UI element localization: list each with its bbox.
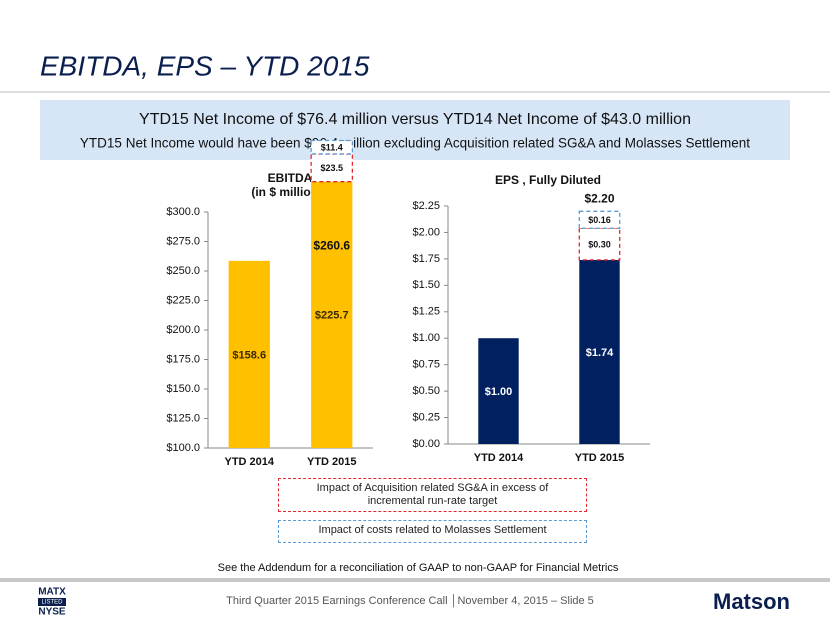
chart-title: EPS , Fully Diluted	[495, 173, 601, 187]
logo-band	[38, 598, 66, 606]
x-tick-label: YTD 2014	[224, 456, 274, 468]
value-label: $11.4	[321, 143, 343, 153]
y-tick-label: $150.0	[166, 383, 200, 395]
logo-brand: Matson	[713, 589, 790, 614]
y-tick-label: $0.75	[412, 359, 440, 371]
y-tick-label: $300.0	[166, 206, 200, 218]
bar	[228, 260, 270, 448]
y-tick-label: $1.50	[412, 279, 440, 291]
logo-ticker: MATX	[38, 587, 66, 598]
y-tick-label: $1.25	[412, 306, 440, 318]
slide-title: EBITDA, EPS – YTD 2015	[40, 50, 370, 81]
value-label: $225.7	[315, 310, 349, 322]
legend-entry: Impact of Acquisition related SG&A in ex…	[278, 478, 587, 512]
y-tick-label: $0.50	[412, 385, 440, 397]
value-label: $158.6	[232, 349, 266, 361]
y-tick-label: $225.0	[166, 294, 200, 306]
x-tick-label: YTD 2015	[575, 452, 625, 464]
y-tick-label: $2.25	[412, 200, 440, 212]
value-label: $1.74	[586, 347, 614, 359]
footer-rule	[0, 578, 830, 582]
chart-subtitle: (in $ millions)	[251, 185, 328, 199]
chart-title: EBITDA	[268, 171, 313, 185]
total-label: $260.6	[313, 239, 350, 253]
value-label: $23.5	[320, 163, 343, 173]
y-tick-label: $100.0	[166, 442, 200, 454]
y-tick-label: $175.0	[166, 353, 200, 365]
bar-segment	[310, 153, 354, 183]
logo-exchange: NYSE	[38, 607, 66, 618]
y-tick-label: $250.0	[166, 265, 200, 277]
x-tick-label: YTD 2015	[307, 456, 357, 468]
total-label: $2.20	[584, 191, 614, 205]
y-tick-label: $200.0	[166, 324, 200, 336]
banner-line1: YTD15 Net Income of $76.4 million versus…	[139, 111, 691, 128]
y-tick-label: $0.00	[412, 438, 440, 450]
banner	[40, 100, 790, 160]
y-tick-label: $0.25	[412, 411, 440, 423]
banner-line2: YTD15 Net Income would have been $96.4 m…	[80, 136, 750, 151]
y-tick-label: $1.00	[412, 332, 440, 344]
note: See the Addendum for a reconciliation of…	[218, 562, 619, 574]
value-label: $1.00	[485, 386, 513, 398]
y-tick-label: $1.75	[412, 253, 440, 265]
value-label: $0.16	[588, 215, 611, 225]
value-label: $0.30	[588, 239, 611, 249]
y-tick-label: $275.0	[166, 235, 200, 247]
legend-entry: Impact of costs related to Molasses Sett…	[278, 520, 587, 543]
bar-segment	[578, 227, 621, 261]
bar	[311, 181, 353, 448]
bar	[478, 338, 519, 444]
bar-segment	[578, 210, 621, 229]
y-tick-label: $2.00	[412, 226, 440, 238]
footer-text: Third Quarter 2015 Earnings Conference C…	[226, 593, 594, 608]
logo-listed: LISTED	[41, 600, 63, 606]
x-tick-label: YTD 2014	[474, 452, 524, 464]
y-tick-label: $125.0	[166, 412, 200, 424]
bar	[579, 259, 620, 444]
bar-segment	[310, 139, 354, 155]
